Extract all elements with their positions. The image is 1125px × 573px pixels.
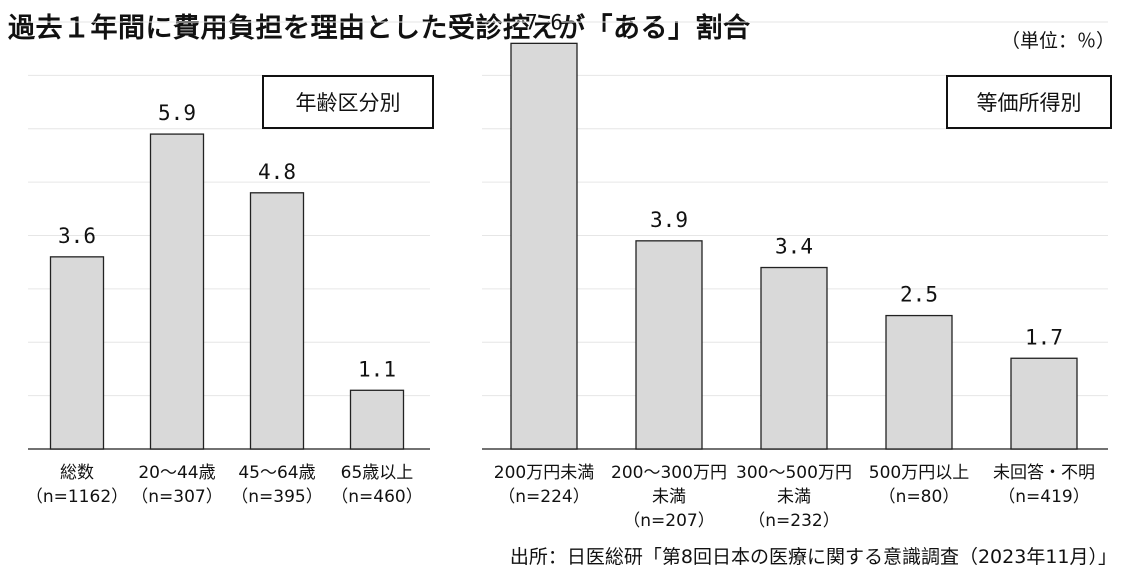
data-label: 4.8 [258,160,296,184]
bar [149,133,205,450]
category-label: 45～64歳 （n=395） [231,461,322,509]
bar [1010,357,1078,450]
unit-label: （単位：％） [1000,30,1115,52]
bar [885,314,953,450]
category-label-line: （n=232） [748,511,840,531]
category-label-line: 未回答・不明 [993,463,1095,483]
panel-label-age: 年齢区分別 [262,75,434,129]
category-label: 20～44歳 （n=307） [131,461,222,509]
category-label-line: 未満 [652,487,686,507]
category-label-line: 総数 [59,463,94,483]
category-label-line: （n=395） [231,487,323,507]
bar [635,240,703,450]
bar [349,389,405,450]
category-label-line: （n=224） [498,487,590,507]
category-label-line: 300～500万円 [736,463,852,483]
panel-label-income: 等価所得別 [946,75,1112,129]
bar [760,266,828,450]
data-label: 7.6 [525,10,563,34]
category-label-line: 200万円未満 [493,463,595,483]
data-label: 1.1 [358,357,396,381]
category-label: 65歳以上 （n=460） [331,461,422,509]
category-label-line: 未満 [777,487,811,507]
data-label: 3.6 [58,224,96,248]
category-label-line: （n=460） [331,487,423,507]
category-label: 総数 （n=1162） [26,461,128,509]
category-label-line: （n=419） [998,487,1090,507]
chart-title: 過去１年間に費用負担を理由とした受診控えが「ある」割合 [8,13,751,44]
source-note: 出所：日医総研「第8回日本の医療に関する意識調査（2023年11月）」 [509,546,1117,568]
category-label: 未回答・不明 （n=419） [993,461,1095,509]
data-label: 3.4 [775,235,813,259]
data-label: 1.7 [1025,325,1063,349]
category-label-line: 65歳以上 [340,463,414,483]
data-label: 3.9 [650,208,688,232]
category-label-line: 45～64歳 [238,463,316,483]
category-label: 200万円未満 （n=224） [494,461,594,509]
category-label-line: 500万円以上 [868,463,970,483]
category-label-line: （n=207） [623,511,715,531]
bar [49,256,105,450]
bar [510,42,578,450]
category-label-line: （n=80） [878,487,960,507]
category-label: 300～500万円 未満 （n=232） [736,461,852,533]
category-label-line: （n=307） [131,487,223,507]
bar [249,192,305,450]
category-label-line: 20～44歳 [138,463,216,483]
data-label: 2.5 [900,283,938,307]
category-label: 500万円以上 （n=80） [869,461,969,509]
category-label-line: （n=1162） [25,487,129,507]
category-label: 200～300万円 未満 （n=207） [611,461,727,533]
category-label-line: 200～300万円 [611,463,727,483]
data-label: 5.9 [158,101,196,125]
